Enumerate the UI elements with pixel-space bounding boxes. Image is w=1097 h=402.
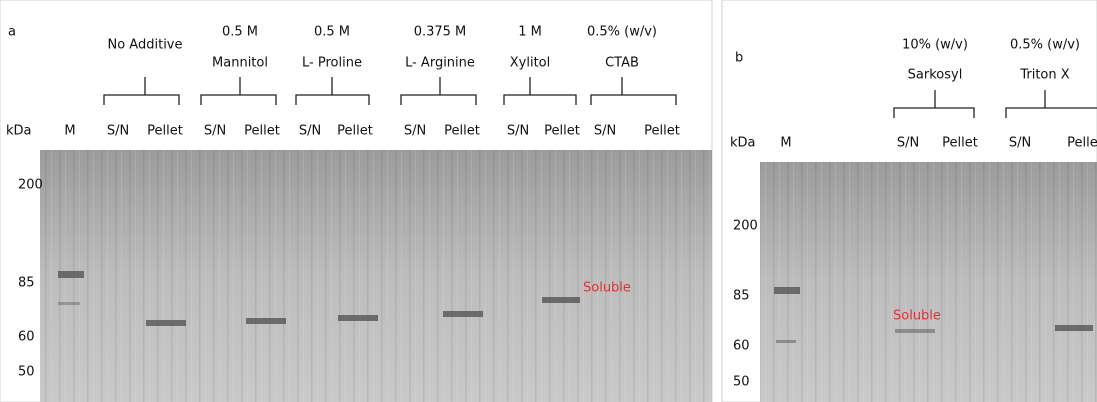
marker-size: 200 <box>733 219 758 234</box>
marker-size: 60 <box>18 330 35 345</box>
additive-name: L- Proline <box>302 56 362 71</box>
lane-label: S/N <box>404 124 426 139</box>
additive-name: Sarkosyl <box>908 68 963 83</box>
figure: a kDa M 200 85 60 50 Soluble No Additive S/N Pelle… <box>0 0 1097 402</box>
marker-size: 85 <box>733 289 750 304</box>
marker-size: 85 <box>18 276 35 291</box>
concentration: 1 M <box>518 25 542 40</box>
units-label: kDa <box>6 124 32 139</box>
lane-label: Pellet <box>147 124 183 139</box>
lane-label: S/N <box>107 124 129 139</box>
marker-lane-label: M <box>64 124 75 139</box>
lane-label: Pellet <box>337 124 373 139</box>
marker-size: 60 <box>733 339 750 354</box>
lane-label: Pellet <box>444 124 480 139</box>
panel-label: a <box>8 25 16 40</box>
concentration: 0.5 M <box>222 25 258 40</box>
lane-label: Pellet <box>1067 136 1097 151</box>
lane-label: Pellet <box>942 136 978 151</box>
concentration: 0.5 M <box>314 25 350 40</box>
concentration: 0.375 M <box>414 25 467 40</box>
concentration: 0.5% (w/v) <box>1010 38 1080 53</box>
additive-name: Xylitol <box>510 56 551 71</box>
marker-size: 50 <box>18 365 35 380</box>
additive-name: L- Arginine <box>405 56 475 71</box>
lane-label: S/N <box>594 124 616 139</box>
lane-label: S/N <box>897 136 919 151</box>
gel-texture <box>760 162 1097 402</box>
lane-label: S/N <box>299 124 321 139</box>
annotation: Soluble <box>583 281 631 296</box>
marker-lane-label: M <box>780 136 791 151</box>
annotation: Soluble <box>893 309 941 324</box>
concentration: 0.5% (w/v) <box>587 25 657 40</box>
lane-label: Pellet <box>244 124 280 139</box>
lane-label: S/N <box>1009 136 1031 151</box>
lane-label: S/N <box>204 124 226 139</box>
marker-size: 50 <box>733 375 750 390</box>
additive-name: Triton X <box>1019 68 1069 83</box>
additive-name: CTAB <box>605 56 639 71</box>
concentration: 10% (w/v) <box>902 38 968 53</box>
lane-label: Pellet <box>644 124 680 139</box>
gel-texture <box>40 150 712 402</box>
marker-size: 200 <box>18 178 43 193</box>
units-label: kDa <box>730 136 756 151</box>
panel-label: b <box>735 51 743 66</box>
lane-label: Pellet <box>544 124 580 139</box>
additive-name: Mannitol <box>212 56 268 71</box>
lane-label: S/N <box>507 124 529 139</box>
additive-name: No Additive <box>108 38 183 53</box>
